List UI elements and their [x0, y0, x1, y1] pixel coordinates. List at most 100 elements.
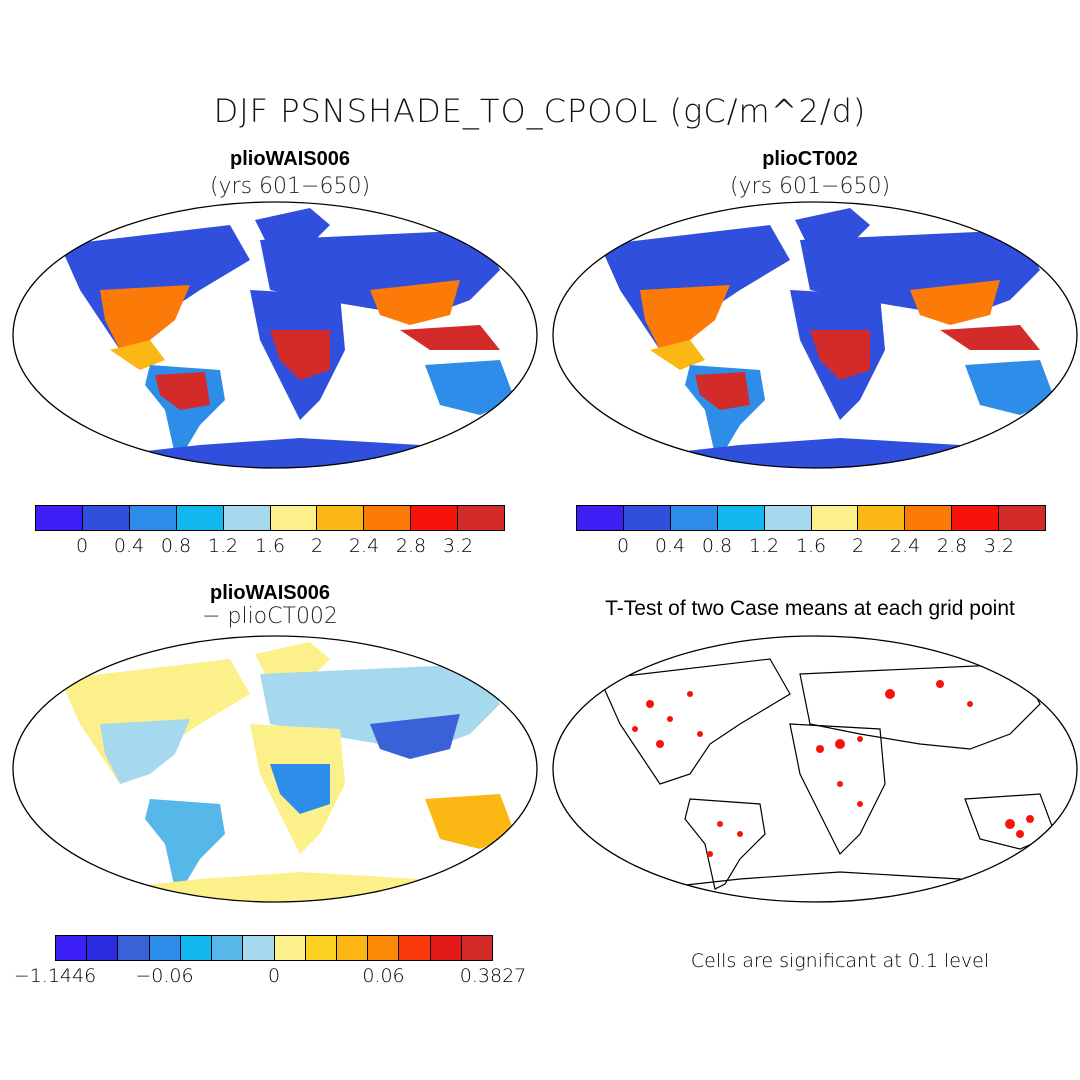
colorbar-tick-label: 0 [267, 965, 281, 987]
colorbar-box [905, 506, 953, 530]
coast-africa [789, 723, 886, 856]
colorbar-box [270, 506, 318, 530]
colorbar-box [368, 936, 400, 960]
land-amazon [695, 372, 750, 410]
land-antarctica [630, 438, 1010, 468]
map-difference [12, 635, 538, 903]
colorbar-tick-label: 0.06 [362, 965, 405, 987]
land-south-asia [370, 280, 460, 325]
colorbar-tick-label: 2.4 [889, 535, 921, 557]
map-ttest-significance [552, 635, 1078, 903]
land-indonesia [400, 325, 500, 350]
colorbar-box [176, 506, 224, 530]
colorbar-box [87, 936, 119, 960]
land-antarctica [90, 872, 470, 902]
panel-2-subtitle: (yrs 601−650) [729, 174, 891, 199]
map-plioWAIS006 [12, 201, 538, 469]
map-plioCT002 [552, 201, 1078, 469]
colorbar-box [999, 506, 1046, 530]
colorbar-box [430, 936, 462, 960]
colorbar-box [811, 506, 859, 530]
land-indonesia [940, 325, 1040, 350]
significant-cells [632, 680, 1034, 857]
colorbar-box [118, 936, 150, 960]
panel-3-subtitle: − plioCT002 [202, 604, 338, 629]
colorbar-box [858, 506, 906, 530]
colorbar-tick-label: 1.6 [254, 535, 286, 557]
land-central-america [110, 340, 165, 370]
colorbar-box [623, 506, 671, 530]
colorbar-box [336, 936, 369, 960]
land-south-asia [910, 280, 1000, 325]
colorbar-box [317, 506, 365, 530]
colorbar-box [212, 936, 244, 960]
colorbar-tick-label: −0.06 [135, 965, 194, 987]
colorbar-box [149, 936, 181, 960]
colorbar-box [670, 506, 718, 530]
colorbar-box [717, 506, 765, 530]
colorbar-tick-label: 2.8 [936, 535, 968, 557]
land-north-america-south [640, 285, 730, 350]
land-australia [425, 360, 515, 415]
colorbar-tick-label: 0 [75, 535, 89, 557]
colorbar-tick-label: 0.8 [701, 535, 733, 557]
colorbar-tick-label: 2 [851, 535, 865, 557]
colorbar-tick-label: 0.4 [654, 535, 686, 557]
land-australia [965, 360, 1055, 415]
colorbar-difference [55, 935, 493, 961]
land-central-africa [810, 330, 870, 380]
land-central-africa [270, 764, 330, 814]
colorbar-box [36, 506, 83, 530]
panel-4-title: T-Test of two Case means at each grid po… [605, 597, 1015, 620]
land-south-america [145, 799, 225, 889]
panel-1-subtitle: (yrs 601−650) [209, 174, 371, 199]
figure-title: DJF PSNSHADE_TO_CPOOL (gC/m^2/d) [213, 92, 867, 130]
colorbar-box [399, 936, 431, 960]
colorbar-box [82, 506, 130, 530]
colorbar-tick-label: 2.4 [348, 535, 380, 557]
colorbar-tick-label: 0.8 [160, 535, 192, 557]
colorbar-box [180, 936, 213, 960]
colorbar-box [461, 936, 493, 960]
colorbar-box [274, 936, 306, 960]
colorbar-tick-label: 0.3827 [459, 965, 527, 987]
colorbar-box [223, 506, 271, 530]
land-north-america-south [100, 719, 190, 784]
coast-north-america [599, 658, 791, 785]
colorbar-plioCT002 [576, 505, 1046, 531]
land-amazon [155, 372, 210, 410]
colorbar-tick-label: 3.2 [442, 535, 474, 557]
colorbar-tick-label: 2.8 [395, 535, 427, 557]
colorbar-box [764, 506, 812, 530]
colorbar-tick-label: 1.2 [207, 535, 239, 557]
significance-note: Cells are significant at 0.1 level [690, 950, 990, 972]
colorbar-tick-label: 1.6 [795, 535, 827, 557]
land-north-america-south [100, 285, 190, 350]
colorbar-box [243, 936, 275, 960]
colorbar-tick-label: 0 [616, 535, 630, 557]
colorbar-box [364, 506, 412, 530]
colorbar-box [952, 506, 1000, 530]
land-australia [425, 794, 515, 849]
panel-3-title: plioWAIS006 [209, 582, 331, 604]
colorbar-box [577, 506, 624, 530]
panel-1-title: plioWAIS006 [229, 148, 351, 170]
land-central-america [650, 340, 705, 370]
colorbar-box [129, 506, 177, 530]
coast-antarctica [627, 871, 1011, 902]
colorbar-box [305, 936, 337, 960]
colorbar-tick-label: 0.4 [113, 535, 145, 557]
colorbar-plioWAIS006 [35, 505, 505, 531]
colorbar-box [56, 936, 88, 960]
land-south-asia [370, 714, 460, 759]
coast-south-america [684, 798, 766, 890]
colorbar-tick-label: −1.1446 [13, 965, 97, 987]
colorbar-tick-label: 2 [310, 535, 324, 557]
colorbar-box [458, 506, 505, 530]
panel-2-title: plioCT002 [762, 148, 858, 170]
colorbar-tick-label: 3.2 [983, 535, 1015, 557]
colorbar-box [411, 506, 459, 530]
land-central-africa [270, 330, 330, 380]
land-antarctica [90, 438, 470, 468]
colorbar-tick-label: 1.2 [748, 535, 780, 557]
